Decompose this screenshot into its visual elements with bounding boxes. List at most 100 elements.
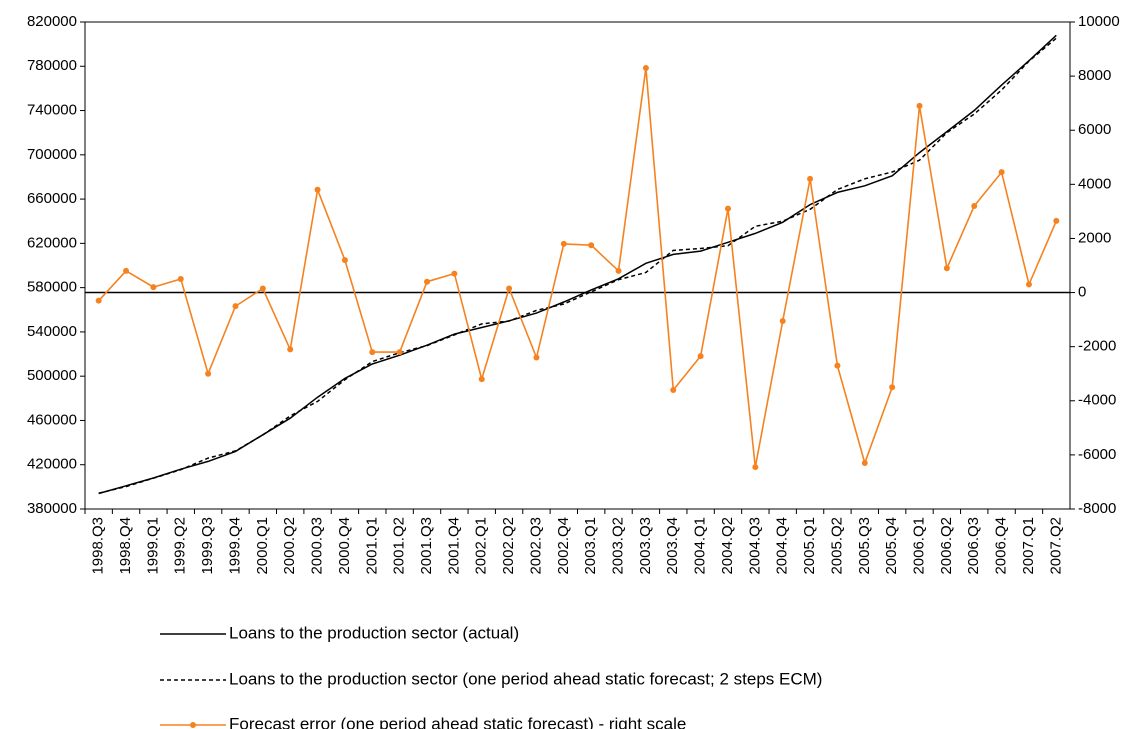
point <box>834 362 841 369</box>
x-tick-label: 2002.Q4 <box>555 517 572 575</box>
y-tick-label: 500000 <box>27 367 77 384</box>
x-tick-label: 2005.Q1 <box>801 517 818 575</box>
x-tick-label: 1999.Q1 <box>144 517 161 575</box>
x-tick-label: 2000.Q4 <box>336 517 353 575</box>
y2-tick-label: 4000 <box>1078 175 1111 192</box>
point <box>341 257 348 264</box>
series-line <box>98 37 1057 494</box>
x-tick-label: 2000.Q3 <box>309 517 326 575</box>
point <box>205 370 212 377</box>
x-tick-label: 1999.Q4 <box>226 517 243 575</box>
point <box>1025 281 1032 288</box>
point <box>642 64 649 71</box>
x-tick-label: 2000.Q2 <box>281 517 298 575</box>
legend-label: Loans to the production sector (one peri… <box>229 669 822 688</box>
point <box>724 205 731 212</box>
y2-tick-label: 10000 <box>1078 13 1120 30</box>
y-tick-label: 620000 <box>27 234 77 251</box>
point <box>177 276 184 283</box>
point <box>861 460 868 467</box>
point <box>478 376 485 383</box>
point <box>971 202 978 209</box>
point <box>779 317 786 324</box>
x-tick-label: 2006.Q4 <box>993 517 1010 575</box>
point <box>396 349 403 356</box>
point <box>943 265 950 272</box>
point <box>697 353 704 360</box>
point <box>1053 217 1060 224</box>
y2-tick-label: 8000 <box>1078 67 1111 84</box>
point <box>588 242 595 249</box>
point <box>123 267 130 274</box>
y-tick-label: 540000 <box>27 323 77 340</box>
y2-tick-label: -8000 <box>1078 500 1116 517</box>
point <box>451 270 458 277</box>
point <box>889 384 896 391</box>
y-tick-label: 380000 <box>27 500 77 517</box>
x-tick-label: 2001.Q4 <box>445 517 462 575</box>
point <box>232 303 239 310</box>
legend-label: Forecast error (one period ahead static … <box>229 714 686 729</box>
x-tick-label: 2005.Q4 <box>883 517 900 575</box>
x-tick-label: 2004.Q4 <box>774 517 791 575</box>
y-tick-label: 700000 <box>27 146 77 163</box>
y-tick-label: 660000 <box>27 190 77 207</box>
point <box>670 386 677 393</box>
point <box>314 186 321 193</box>
point <box>287 346 294 353</box>
x-tick-label: 2001.Q2 <box>391 517 408 575</box>
y-tick-label: 820000 <box>27 13 77 30</box>
point <box>259 285 266 292</box>
point <box>752 464 759 471</box>
y-tick-label: 460000 <box>27 411 77 428</box>
plot-frame <box>84 21 1071 510</box>
legend-marker <box>190 722 196 728</box>
legend-label: Loans to the production sector (actual) <box>229 623 519 642</box>
y2-tick-label: -4000 <box>1078 392 1116 409</box>
x-tick-label: 2007.Q1 <box>1020 517 1037 575</box>
y-tick-label: 740000 <box>27 102 77 119</box>
x-tick-label: 2000.Q1 <box>254 517 271 575</box>
x-tick-label: 2007.Q2 <box>1047 517 1064 575</box>
x-tick-label: 1999.Q3 <box>199 517 216 575</box>
x-tick-label: 2006.Q1 <box>910 517 927 575</box>
x-tick-label: 2003.Q1 <box>582 517 599 575</box>
x-tick-label: 2003.Q3 <box>637 517 654 575</box>
point <box>615 267 622 274</box>
y2-tick-label: 2000 <box>1078 229 1111 246</box>
point <box>533 354 540 361</box>
x-tick-label: 2004.Q2 <box>719 517 736 575</box>
y2-tick-label: -2000 <box>1078 338 1116 355</box>
x-tick-label: 2004.Q1 <box>692 517 709 575</box>
x-tick-label: 2006.Q3 <box>965 517 982 575</box>
x-tick-label: 2002.Q3 <box>527 517 544 575</box>
x-tick-label: 2006.Q2 <box>938 517 955 575</box>
y-tick-label: 580000 <box>27 279 77 296</box>
x-tick-label: 2004.Q3 <box>746 517 763 575</box>
x-tick-label: 2002.Q2 <box>500 517 517 575</box>
y2-tick-label: -6000 <box>1078 446 1116 463</box>
series-line <box>98 67 1058 468</box>
x-tick-label: 2001.Q3 <box>418 517 435 575</box>
x-tick-label: 2003.Q4 <box>664 517 681 575</box>
point <box>807 175 814 182</box>
x-tick-label: 2001.Q1 <box>363 517 380 575</box>
point <box>560 240 567 247</box>
y-tick-label: 420000 <box>27 456 77 473</box>
point <box>506 285 513 292</box>
y-tick-label: 780000 <box>27 57 77 74</box>
point <box>916 102 923 109</box>
point <box>150 284 157 291</box>
series-line <box>98 34 1057 495</box>
point <box>424 278 431 285</box>
x-tick-label: 2005.Q3 <box>856 517 873 575</box>
x-tick-label: 2003.Q2 <box>610 517 627 575</box>
x-tick-label: 1998.Q3 <box>90 517 107 575</box>
x-tick-label: 1999.Q2 <box>172 517 189 575</box>
y2-tick-label: 0 <box>1078 284 1086 301</box>
point <box>95 297 102 304</box>
y2-tick-label: 6000 <box>1078 121 1111 138</box>
x-tick-label: 2005.Q2 <box>828 517 845 575</box>
